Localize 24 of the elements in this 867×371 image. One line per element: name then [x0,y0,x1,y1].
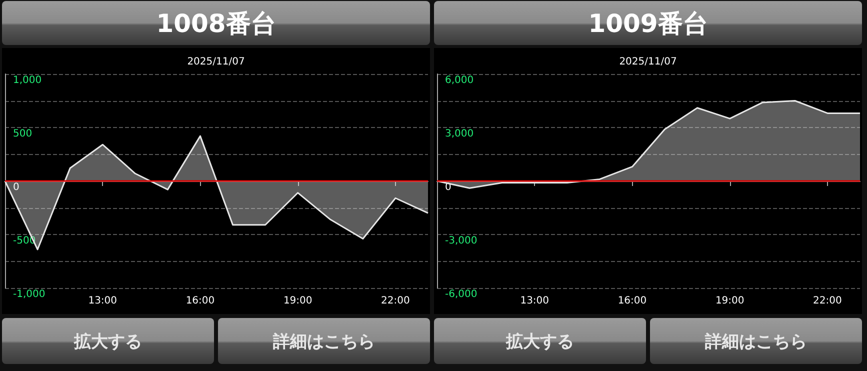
chart-subtitle: 2025/11/07 [187,56,245,68]
y-tick-label: -6,000 [445,289,478,300]
chart-title: 1008番台 [2,1,430,45]
chart-title: 1009番台 [434,1,862,45]
x-tick-label: 13:00 [88,296,118,306]
y-tick-label: 3,000 [445,128,474,140]
x-tick-label: 22:00 [813,296,842,306]
x-tick-label: 19:00 [715,296,744,306]
x-tick-label: 22:00 [381,296,410,306]
text: 拡大する [2,318,214,364]
x-tick-label: 19:00 [283,296,312,306]
y-tick-label: -1,000 [13,289,46,300]
y-tick-label: 1,000 [13,75,42,86]
x-tick-label: 16:00 [186,296,215,306]
text: 詳細はこちら [218,318,430,364]
x-tick-label: 13:00 [520,296,550,306]
text: 拡大する [434,318,646,364]
chart-subtitle: 2025/11/07 [619,56,677,68]
x-tick-label: 16:00 [618,296,647,306]
y-tick-label: 500 [13,128,32,140]
text: 詳細はこちら [650,318,862,364]
y-tick-label: -3,000 [445,236,478,246]
y-tick-label: 6,000 [445,75,474,86]
y-tick-label: 0 [13,182,20,193]
